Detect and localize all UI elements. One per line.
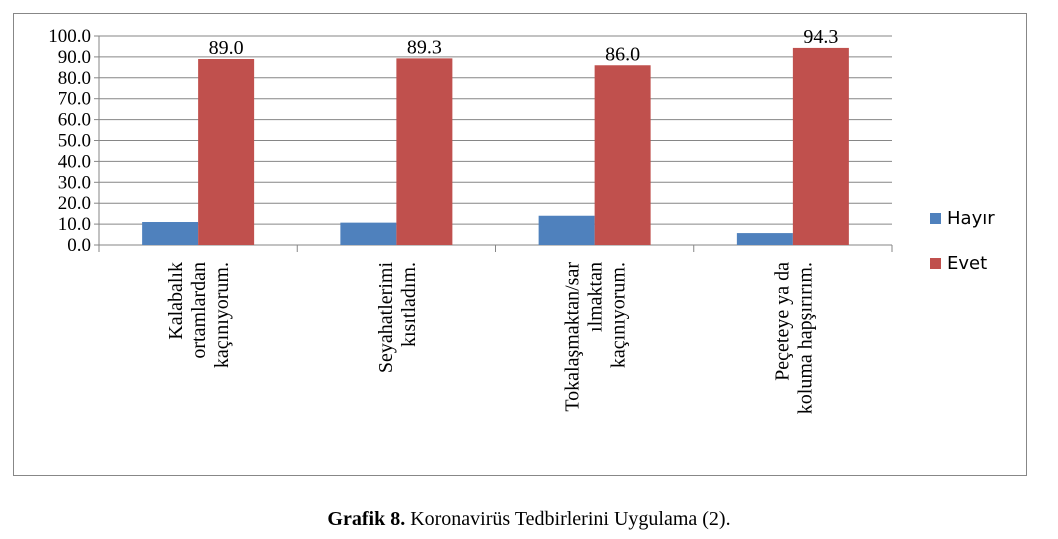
legend-item-evet: Evet [930, 253, 987, 274]
y-tick-label: 30.0 [58, 172, 91, 193]
x-tick-label: kaçınıyorum. [211, 262, 233, 368]
y-tick-label: 100.0 [48, 26, 91, 47]
bar-hayr-2 [538, 215, 595, 245]
bar-evet-3 [792, 47, 849, 246]
legend-swatch-hayir [930, 213, 941, 224]
y-tick-label: 50.0 [58, 131, 91, 152]
bar-hayr-3 [736, 233, 793, 245]
bar-hayr-0 [142, 222, 199, 245]
data-label: 89.0 [209, 37, 244, 59]
x-tick-label: Kalabalık [165, 262, 187, 340]
x-tick-label: Tokalaşmaktan/sar [562, 262, 584, 412]
x-tick-label: Peçeteye ya da [771, 262, 793, 381]
y-tick-label: 70.0 [58, 89, 91, 110]
chart-frame [13, 13, 1027, 476]
data-label: 94.3 [803, 26, 838, 48]
y-tick-label: 60.0 [58, 110, 91, 131]
legend-swatch-evet [930, 258, 941, 269]
x-tick-label: koluma hapşırırım. [794, 262, 816, 414]
figure-caption: Grafik 8. Koronavirüs Tedbirlerini Uygul… [0, 508, 1058, 531]
data-label: 89.3 [407, 36, 442, 58]
bar-evet-2 [594, 65, 651, 245]
y-tick-label: 40.0 [58, 151, 91, 172]
bar-evet-1 [396, 58, 453, 245]
x-tick-label: Seyahatlerimi [375, 262, 397, 374]
bar-hayr-1 [340, 222, 397, 245]
legend-item-hayir: Hayır [930, 208, 995, 229]
x-tick-label: kısıtladım. [398, 262, 420, 347]
y-tick-label: 20.0 [58, 193, 91, 214]
legend-label-hayir: Hayır [947, 208, 995, 229]
x-tick-label: kaçınıyorum. [608, 262, 630, 368]
y-tick-label: 80.0 [58, 68, 91, 89]
y-tick-label: 90.0 [58, 47, 91, 68]
legend-label-evet: Evet [947, 253, 988, 274]
y-tick-label: 10.0 [58, 214, 91, 235]
caption-label: Grafik 8. [327, 508, 406, 530]
data-label: 86.0 [605, 43, 640, 65]
bar-evet-0 [198, 58, 255, 245]
y-tick-label: 0.0 [67, 235, 91, 256]
x-tick-label: ılmaktan [585, 262, 607, 332]
x-tick-label: ortamlardan [188, 262, 210, 359]
caption-text: Koronavirüs Tedbirlerini Uygulama (2). [405, 508, 731, 530]
